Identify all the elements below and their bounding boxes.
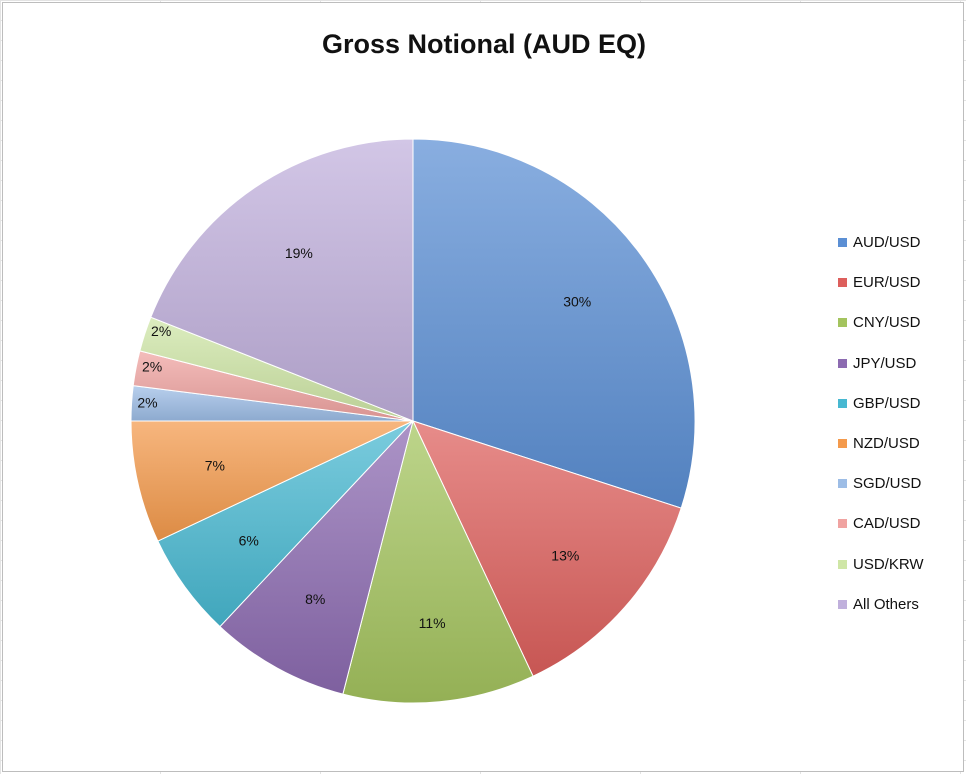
legend-label: NZD/USD — [853, 435, 920, 452]
data-label-eur-usd: 13% — [551, 547, 579, 563]
legend-swatch — [838, 519, 847, 529]
legend-swatch — [838, 479, 847, 489]
legend-swatch — [838, 358, 847, 368]
legend-swatch — [838, 559, 847, 569]
legend-swatch — [838, 398, 847, 408]
data-label-jpy-usd: 8% — [305, 591, 325, 607]
legend-swatch — [838, 318, 847, 328]
chart-title: Gross Notional (AUD EQ) — [321, 29, 646, 59]
pie-slice-eur-usd[interactable] — [412, 420, 682, 677]
legend-swatch — [838, 238, 847, 247]
legend-label: EUR/USD — [853, 274, 921, 292]
legend-swatch — [838, 599, 847, 609]
pie-slice-cny-usd[interactable] — [342, 419, 534, 704]
data-label-nzd-usd: 7% — [205, 457, 225, 473]
legend-label: JPY/USD — [853, 354, 917, 372]
pie-slice-all-others[interactable] — [150, 138, 414, 422]
data-label-aud-usd: 30% — [563, 294, 591, 310]
data-label-usd-krw: 2% — [151, 323, 171, 339]
data-label-all-others: 19% — [285, 245, 313, 261]
pie-slice-nzd-usd[interactable] — [130, 420, 414, 542]
data-label-gbp-usd: 6% — [239, 532, 259, 548]
legend-label: CAD/USD — [853, 515, 921, 533]
data-label-cny-usd: 11% — [419, 615, 446, 631]
legend-label: SGD/USD — [853, 475, 922, 493]
legend-label: All Others — [853, 595, 919, 613]
pie-chart: 30% 13% 11% 8% 6% 7% 2% 2% 2% 19% — [130, 138, 696, 704]
data-label-sgd-usd: 2% — [137, 395, 157, 411]
legend-label: USD/KRW — [853, 555, 924, 573]
legend-swatch — [838, 439, 847, 448]
legend-label: GBP/USD — [853, 394, 921, 412]
legend-swatch — [838, 278, 847, 288]
legend-label: AUD/USD — [853, 234, 921, 251]
data-label-cad-usd: 2% — [142, 358, 162, 374]
pie-slice-jpy-usd[interactable] — [219, 420, 414, 695]
pie-slice-aud-usd[interactable] — [412, 138, 696, 509]
legend-label: CNY/USD — [853, 314, 921, 332]
